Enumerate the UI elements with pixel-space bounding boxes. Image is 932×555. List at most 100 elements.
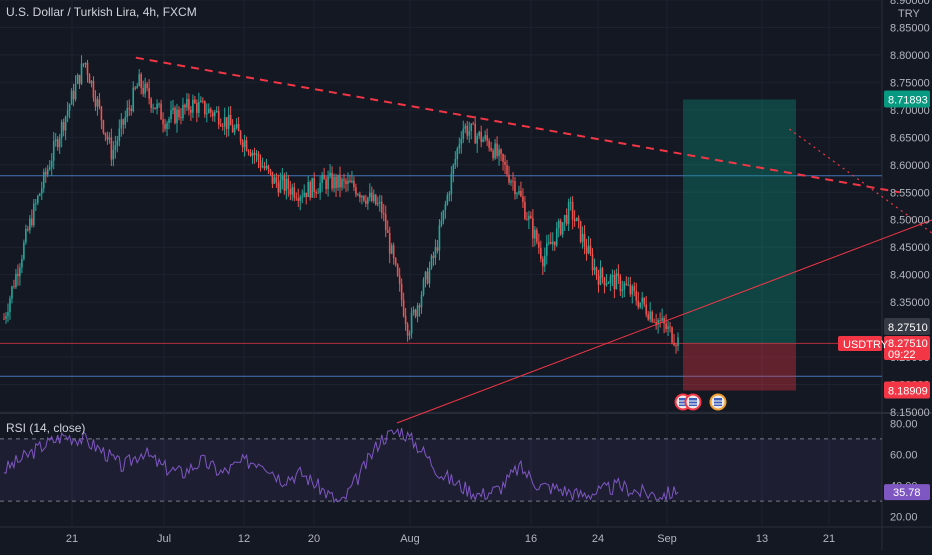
candle-body — [118, 128, 121, 141]
candle-body — [502, 154, 504, 162]
candle-body — [375, 194, 377, 205]
candle-body — [217, 111, 220, 125]
candle-body — [122, 119, 125, 125]
candle-body — [585, 246, 588, 254]
candle-body — [378, 201, 381, 204]
candle-body — [345, 180, 347, 184]
candle-body — [504, 161, 506, 166]
candle-body — [627, 284, 630, 286]
candle-body — [649, 311, 651, 320]
candle-body — [416, 305, 419, 317]
long-position-tool[interactable] — [683, 99, 796, 391]
candle-body — [363, 195, 365, 201]
trend-lines[interactable] — [135, 56, 932, 424]
candle-body — [404, 315, 407, 325]
candle-body — [506, 165, 508, 175]
candle-body — [44, 171, 47, 175]
price-tick-label: 8.15000 — [890, 407, 930, 419]
candle-body — [3, 318, 5, 320]
candle-body — [255, 153, 258, 155]
candle-body — [651, 311, 653, 322]
candle-body — [98, 99, 101, 107]
candle-body — [422, 279, 425, 295]
candle-body — [643, 297, 646, 305]
price-tick-label: 8.75000 — [890, 77, 930, 89]
candle-body — [434, 247, 437, 258]
candle-body — [635, 290, 638, 301]
candle-body — [376, 203, 379, 205]
candle-body — [5, 316, 7, 319]
candle-body — [544, 255, 546, 267]
candlestick-series — [3, 55, 679, 354]
price-tick-label: 8.55000 — [890, 187, 930, 199]
candle-body — [607, 283, 610, 284]
candle-body — [154, 107, 156, 109]
candle-body — [279, 180, 282, 193]
candle-body — [661, 318, 663, 321]
candle-body — [456, 148, 459, 160]
rsi-line — [3, 427, 679, 504]
candle-body — [202, 100, 204, 102]
candle-body — [601, 268, 604, 278]
price-tick-label: 8.85000 — [890, 22, 930, 34]
candle-body — [142, 87, 144, 94]
candle-body — [343, 179, 345, 181]
candle-body — [241, 141, 244, 148]
candle-body — [333, 176, 335, 189]
candle-body — [245, 140, 248, 151]
candle-body — [261, 166, 264, 168]
candle-body — [90, 80, 93, 84]
candle-body — [249, 152, 252, 156]
candle-body — [136, 86, 139, 89]
candle-body — [432, 255, 435, 258]
candle-body — [669, 326, 671, 328]
candle-body — [33, 203, 35, 226]
candle-body — [619, 276, 622, 291]
candle-body — [673, 342, 675, 346]
candle-body — [545, 243, 548, 256]
price-tick-label: 8.65000 — [890, 132, 930, 144]
candle-body — [534, 229, 536, 239]
economic-events[interactable] — [674, 393, 727, 411]
bar-countdown: 09:22 — [888, 349, 916, 361]
candle-body — [25, 229, 27, 243]
candle-body — [410, 312, 413, 334]
candle-body — [327, 176, 329, 189]
candle-body — [198, 101, 200, 113]
candle-body — [653, 321, 655, 323]
time-tick-label: 16 — [525, 533, 537, 545]
candle-body — [160, 103, 162, 120]
candle-body — [253, 152, 256, 155]
candle-body — [414, 309, 417, 317]
stop-price-badge-bg — [884, 381, 930, 399]
candle-body — [508, 174, 510, 183]
time-tick-label: 21 — [823, 533, 835, 545]
candle-body — [593, 267, 596, 271]
axes: 8.90000 8.85000 8.80000 8.75000 8.70000 8.650… — [66, 0, 930, 545]
candle-body — [283, 175, 286, 191]
candle-body — [561, 222, 564, 235]
candle-body — [50, 160, 53, 168]
candle-body — [625, 283, 628, 285]
candle-body — [192, 99, 194, 113]
candle-body — [182, 104, 184, 119]
candle-body — [315, 191, 317, 194]
candle-body — [426, 271, 429, 284]
candle-body — [106, 135, 109, 140]
candle-body — [476, 136, 478, 144]
candle-body — [603, 277, 606, 286]
candle-body — [40, 188, 43, 194]
candle-body — [659, 320, 661, 321]
candle-body — [448, 194, 451, 196]
candle-body — [373, 194, 375, 201]
candle-body — [114, 145, 117, 150]
candle-body — [367, 197, 369, 204]
candle-body — [526, 218, 528, 220]
candle-body — [615, 273, 618, 290]
symbol-tag: USDTRY — [843, 339, 889, 351]
candle-body — [257, 153, 260, 161]
candle-body — [126, 108, 129, 118]
candle-body — [522, 196, 524, 202]
price-tick-label: 8.40000 — [890, 270, 930, 282]
